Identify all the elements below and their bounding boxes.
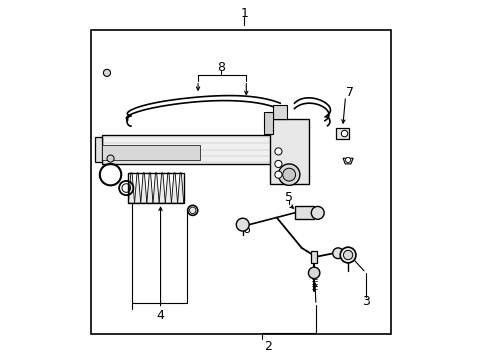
Polygon shape bbox=[141, 173, 146, 203]
Polygon shape bbox=[165, 173, 171, 203]
Circle shape bbox=[332, 248, 343, 258]
Polygon shape bbox=[128, 173, 134, 203]
Bar bbox=[310, 251, 316, 263]
Circle shape bbox=[345, 157, 350, 162]
Bar bbox=[335, 128, 348, 139]
Text: 7: 7 bbox=[345, 86, 353, 99]
Text: 6: 6 bbox=[242, 223, 250, 236]
Text: 2: 2 bbox=[263, 339, 271, 352]
Text: 5: 5 bbox=[285, 191, 292, 204]
Bar bbox=[128, 173, 183, 203]
Polygon shape bbox=[146, 173, 153, 203]
Polygon shape bbox=[134, 173, 141, 203]
Circle shape bbox=[274, 160, 282, 167]
Circle shape bbox=[311, 206, 324, 219]
Bar bbox=[272, 105, 287, 119]
Polygon shape bbox=[343, 158, 352, 164]
Bar bbox=[264, 112, 272, 134]
Polygon shape bbox=[153, 173, 159, 203]
Circle shape bbox=[340, 247, 355, 263]
Circle shape bbox=[341, 130, 347, 137]
Circle shape bbox=[278, 164, 299, 185]
Text: 1: 1 bbox=[240, 8, 248, 21]
Bar bbox=[294, 206, 313, 219]
Bar bbox=[102, 145, 200, 159]
Polygon shape bbox=[171, 173, 177, 203]
Text: 8: 8 bbox=[217, 61, 225, 74]
Circle shape bbox=[308, 267, 319, 279]
Circle shape bbox=[103, 69, 110, 76]
Bar bbox=[102, 135, 280, 164]
Text: 4: 4 bbox=[156, 309, 164, 322]
Polygon shape bbox=[159, 173, 165, 203]
Circle shape bbox=[282, 168, 295, 181]
Circle shape bbox=[343, 250, 352, 260]
Bar bbox=[269, 119, 308, 184]
Circle shape bbox=[189, 207, 196, 213]
Circle shape bbox=[274, 148, 282, 155]
Circle shape bbox=[274, 171, 282, 178]
Bar bbox=[91, 30, 390, 334]
Bar bbox=[95, 137, 102, 162]
Text: 3: 3 bbox=[361, 295, 369, 308]
Circle shape bbox=[236, 218, 248, 231]
Circle shape bbox=[107, 155, 114, 162]
Polygon shape bbox=[177, 173, 183, 203]
